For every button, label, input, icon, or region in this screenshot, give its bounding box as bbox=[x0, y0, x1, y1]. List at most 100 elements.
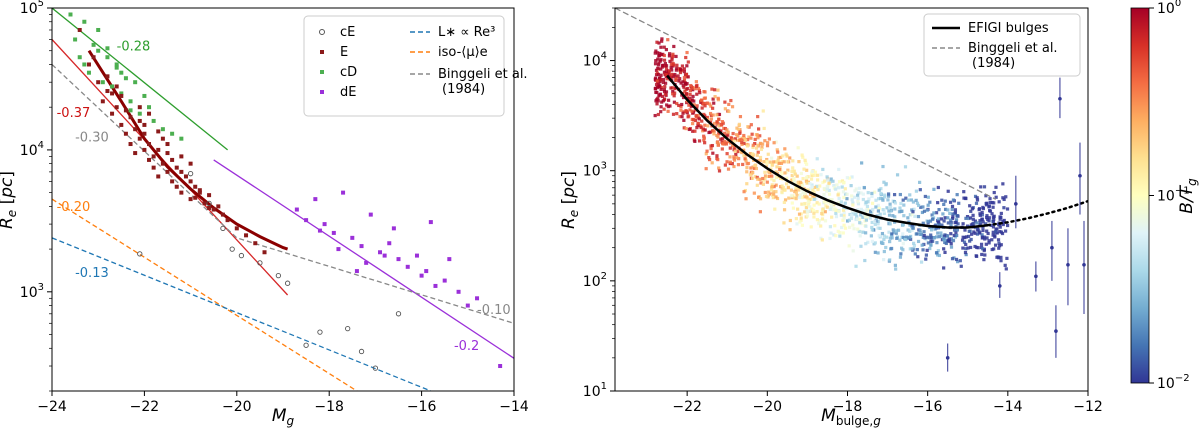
bulge-point bbox=[912, 243, 916, 248]
bulge-point bbox=[975, 221, 979, 225]
bulge-point bbox=[960, 238, 965, 242]
right-legend-label-0: EFIGI bulges bbox=[968, 21, 1049, 36]
bulge-point bbox=[918, 180, 922, 184]
right-error-point-2 bbox=[1014, 202, 1018, 206]
bulge-point bbox=[878, 226, 882, 230]
bulge-point bbox=[771, 190, 776, 194]
bulge-point bbox=[850, 194, 854, 198]
bulge-point bbox=[811, 208, 816, 212]
bulge-point bbox=[686, 60, 690, 64]
bulge-point bbox=[808, 181, 812, 186]
left-line-2 bbox=[87, 49, 289, 251]
left-point-E-24 bbox=[160, 161, 165, 166]
bulge-point bbox=[971, 217, 975, 221]
bulge-point bbox=[778, 166, 782, 170]
bulge-point bbox=[812, 173, 816, 177]
bulge-point bbox=[946, 239, 950, 243]
bulge-point bbox=[870, 191, 874, 196]
left-legend-label-1: E bbox=[340, 45, 348, 60]
bulge-point bbox=[795, 193, 799, 198]
bulge-point bbox=[758, 197, 763, 201]
bulge-point bbox=[961, 235, 965, 239]
bulge-point bbox=[763, 174, 768, 178]
bulge-point bbox=[856, 202, 861, 206]
bulge-point bbox=[1006, 223, 1010, 228]
bulge-point bbox=[815, 210, 819, 214]
bulge-point bbox=[674, 78, 678, 82]
bulge-point bbox=[868, 216, 872, 220]
right-plot-area bbox=[615, 8, 1088, 372]
bulge-point bbox=[747, 135, 751, 139]
bulge-point bbox=[922, 233, 926, 238]
bulge-point bbox=[946, 189, 950, 193]
bulge-point bbox=[942, 202, 946, 207]
left-point-cD-13 bbox=[128, 99, 133, 104]
bulge-point bbox=[728, 155, 732, 159]
bulge-point bbox=[870, 220, 874, 225]
bulge-point bbox=[772, 185, 776, 189]
bulge-point bbox=[662, 89, 667, 94]
left-point-dE-21 bbox=[364, 260, 369, 265]
bulge-point bbox=[906, 198, 910, 202]
bulge-point bbox=[897, 210, 902, 214]
bulge-point bbox=[912, 241, 916, 245]
bulge-point bbox=[828, 201, 832, 205]
right-ytick-label-3: 104 bbox=[583, 51, 607, 70]
bulge-point bbox=[757, 195, 761, 200]
left-point-dE-9 bbox=[378, 250, 383, 255]
bulge-point bbox=[777, 156, 781, 160]
left-line-4 bbox=[52, 64, 514, 324]
bulge-point bbox=[717, 166, 721, 170]
left-point-E-45 bbox=[234, 226, 239, 231]
bulge-point bbox=[984, 242, 988, 246]
bulge-point bbox=[823, 210, 827, 214]
bulge-point bbox=[869, 211, 873, 216]
left-point-dE-0 bbox=[294, 207, 299, 212]
bulge-point bbox=[929, 243, 933, 247]
left-point-E-39 bbox=[202, 201, 207, 206]
left-point-cD-23 bbox=[114, 65, 119, 70]
bulge-point bbox=[889, 209, 893, 213]
bulge-point bbox=[847, 176, 852, 180]
bulge-point bbox=[753, 142, 757, 146]
bulge-point bbox=[715, 120, 719, 124]
bulge-point bbox=[685, 82, 689, 86]
bulge-point bbox=[690, 85, 694, 90]
bulge-point bbox=[713, 88, 717, 92]
left-point-dE-28 bbox=[428, 220, 433, 225]
left-point-dE-17 bbox=[456, 289, 461, 294]
right-efigi-extrapolation bbox=[986, 199, 1088, 227]
left-xtick-label-4: −16 bbox=[407, 399, 437, 415]
bulge-point bbox=[893, 220, 897, 224]
bulge-point bbox=[733, 149, 737, 153]
bulge-point bbox=[1001, 219, 1005, 223]
bulge-point bbox=[666, 104, 670, 109]
bulge-point bbox=[956, 222, 960, 226]
bulge-point bbox=[772, 141, 776, 145]
left-point-dE-3 bbox=[322, 222, 327, 227]
left-point-E-18 bbox=[147, 157, 152, 162]
bulge-point bbox=[668, 52, 672, 56]
bulge-point bbox=[981, 206, 986, 211]
bulge-point bbox=[800, 202, 804, 206]
bulge-point bbox=[665, 103, 669, 107]
bulge-point bbox=[822, 193, 826, 197]
bulge-point bbox=[755, 153, 759, 157]
bulge-point bbox=[669, 86, 673, 90]
bulge-point bbox=[653, 62, 658, 66]
left-point-E-41 bbox=[211, 207, 216, 212]
bulge-point bbox=[932, 211, 936, 215]
bulge-point bbox=[983, 237, 987, 241]
left-point-E-33 bbox=[179, 169, 184, 174]
bulge-point bbox=[654, 68, 659, 72]
bulge-point bbox=[745, 182, 749, 186]
left-xlabel: Mg bbox=[272, 406, 295, 428]
bulge-point bbox=[767, 190, 771, 194]
bulge-point bbox=[763, 170, 767, 174]
bulge-point bbox=[843, 201, 847, 205]
bulge-point bbox=[751, 143, 755, 147]
bulge-point bbox=[913, 252, 917, 256]
bulge-point bbox=[717, 132, 721, 136]
bulge-point bbox=[791, 159, 795, 163]
bulge-point bbox=[662, 87, 666, 92]
